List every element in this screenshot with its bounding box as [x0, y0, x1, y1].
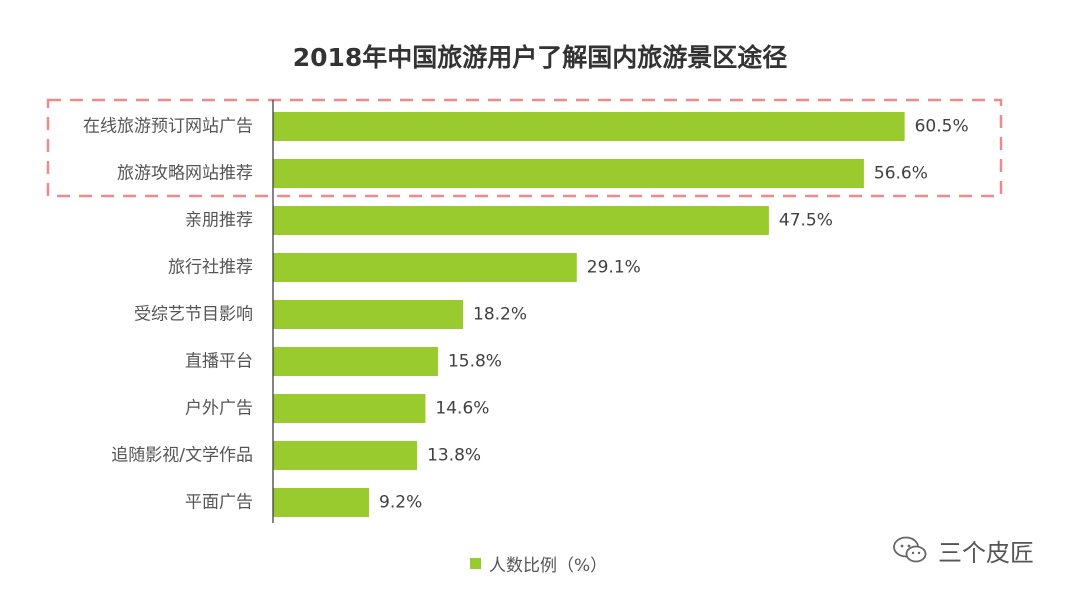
category-label: 旅行社推荐 [168, 258, 253, 278]
bar [273, 300, 464, 329]
value-label: 13.8% [427, 446, 481, 466]
watermark-text: 三个皮匠 [938, 538, 1034, 567]
category-label: 平面广告 [185, 493, 253, 513]
value-label: 15.8% [448, 352, 502, 372]
value-label: 56.6% [874, 164, 928, 184]
category-label: 亲朋推荐 [185, 211, 253, 231]
category-label: 户外广告 [185, 399, 253, 419]
value-label: 29.1% [587, 258, 641, 278]
bar [273, 253, 577, 282]
value-label: 60.5% [915, 117, 969, 137]
chart-title: 2018年中国旅游用户了解国内旅游景区途径 [292, 43, 788, 72]
value-label: 18.2% [473, 305, 527, 325]
legend-label: 人数比例（%） [489, 555, 608, 576]
bar [273, 347, 438, 376]
legend-swatch [470, 557, 481, 569]
category-label: 受综艺节目影响 [134, 305, 253, 325]
bar [273, 206, 769, 235]
watermark: 三个皮匠 [892, 532, 1034, 568]
value-label: 14.6% [435, 399, 489, 419]
wechat-bubble-icon [893, 536, 927, 563]
bar [273, 159, 864, 188]
category-label: 追随影视/文学作品 [111, 446, 253, 466]
chart-legend: 人数比例（%） [470, 551, 608, 576]
highlight-box [46, 98, 1003, 198]
bar [273, 488, 370, 517]
value-label: 47.5% [779, 211, 833, 231]
bar [273, 441, 418, 470]
category-label: 在线旅游预订网站广告 [83, 117, 253, 137]
bar [273, 394, 426, 423]
category-label: 旅游攻略网站推荐 [117, 164, 253, 184]
category-label: 直播平台 [185, 352, 253, 372]
value-label: 9.2% [379, 493, 422, 513]
bar [273, 112, 905, 141]
